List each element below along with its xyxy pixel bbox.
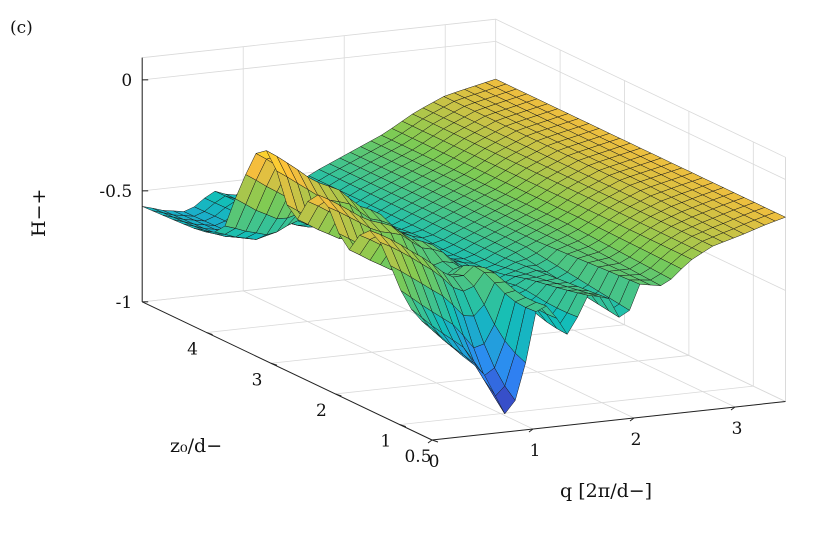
h-tick-label: -1 — [116, 293, 133, 313]
h-tick-label: -0.5 — [99, 182, 132, 202]
q-tick-mark — [528, 428, 534, 433]
x-axis-label: q [2π/d−] — [560, 480, 652, 502]
z0-tick-mark — [431, 439, 439, 443]
z-axis-label: H−+ — [28, 189, 50, 237]
z0-tick-mark — [206, 332, 213, 336]
surface-cell — [421, 320, 443, 339]
z0-axis-line — [141, 301, 433, 441]
z0-tick-mark — [270, 362, 278, 366]
tick-labels: 0 1 2 3 0.5 1 2 3 4 0 -0.5 -1 — [99, 71, 742, 472]
z0-tick-label: 0.5 — [404, 447, 431, 467]
q-tick-label: 2 — [631, 430, 642, 450]
z0-tick-mark — [399, 424, 406, 428]
q-tick-label: 1 — [530, 441, 541, 461]
back-wall-grid-h — [142, 40, 496, 81]
q-tick-label: 0 — [429, 452, 440, 472]
q-tick-label: 3 — [732, 419, 743, 439]
y-axis-label: z₀/d− — [170, 435, 222, 457]
q-tick-mark — [427, 439, 433, 444]
z0-tick-mark — [335, 393, 342, 397]
z0-tick-label: 3 — [252, 370, 263, 390]
side-wall-grid-h — [495, 40, 786, 180]
z0-tick-label: 4 — [187, 340, 198, 360]
panel-label: (c) — [10, 18, 33, 38]
front-axes — [141, 57, 786, 444]
floor-grid-z0 — [399, 385, 754, 426]
z0-tick-label: 2 — [316, 401, 327, 421]
surface-mesh — [141, 78, 786, 415]
floor-grid-q — [243, 290, 534, 430]
h-tick-label: 0 — [121, 71, 132, 91]
q-tick-mark — [629, 417, 635, 422]
q-tick-mark — [730, 406, 736, 411]
q-axis-line — [431, 401, 786, 441]
z0-tick-label: 1 — [380, 432, 391, 452]
